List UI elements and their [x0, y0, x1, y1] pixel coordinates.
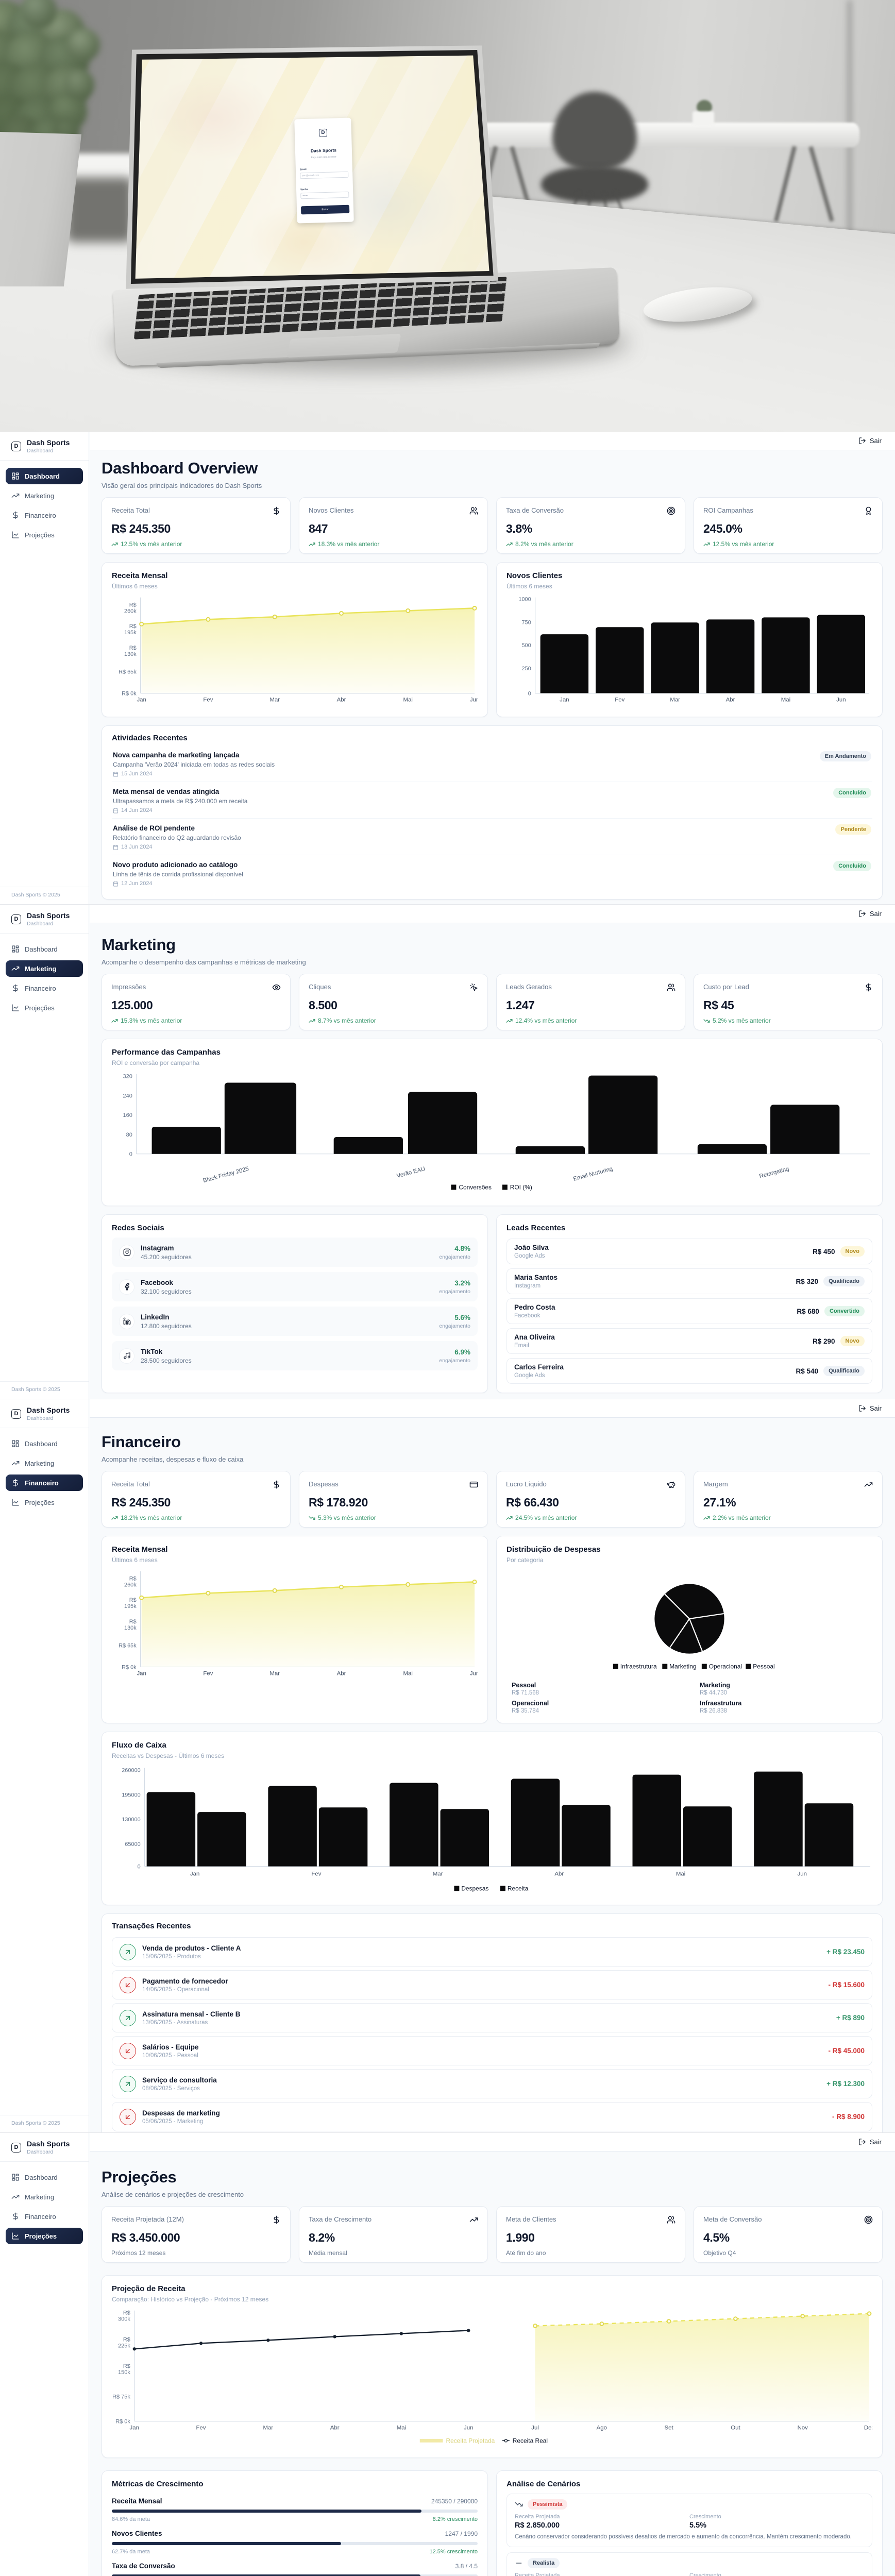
svg-text:R$: R$	[129, 1575, 137, 1582]
svg-text:R$: R$	[123, 2336, 130, 2343]
svg-text:R$: R$	[129, 602, 137, 608]
svg-text:Fev: Fev	[203, 1670, 213, 1676]
svg-text:225k: 225k	[118, 2343, 130, 2349]
svg-text:Abr: Abr	[726, 697, 735, 703]
svg-text:R$: R$	[129, 623, 137, 630]
svg-text:195000: 195000	[122, 1792, 141, 1798]
svg-text:Mai: Mai	[403, 1670, 413, 1676]
svg-text:Marketing: Marketing	[669, 1663, 696, 1670]
svg-text:Despesas: Despesas	[461, 1885, 488, 1892]
svg-text:320: 320	[123, 1074, 132, 1080]
svg-text:R$ 65k: R$ 65k	[119, 669, 137, 675]
svg-text:Pessoal: Pessoal	[753, 1663, 774, 1670]
svg-text:ROI (%): ROI (%)	[510, 1183, 532, 1191]
svg-text:Jan: Jan	[137, 1670, 146, 1676]
svg-text:Mar: Mar	[670, 697, 680, 703]
svg-text:Abr: Abr	[330, 2425, 340, 2431]
svg-text:R$: R$	[129, 645, 137, 651]
svg-text:R$: R$	[129, 1597, 137, 1603]
svg-text:Jun: Jun	[836, 697, 846, 703]
svg-text:Email Nurturing: Email Nurturing	[572, 1166, 613, 1182]
svg-text:Jun: Jun	[798, 1871, 807, 1877]
svg-text:260000: 260000	[122, 1768, 141, 1774]
svg-text:130000: 130000	[122, 1817, 141, 1823]
svg-text:Mar: Mar	[269, 697, 280, 703]
svg-text:250: 250	[521, 666, 531, 672]
svg-text:150k: 150k	[118, 2369, 130, 2376]
svg-text:R$: R$	[129, 1619, 137, 1625]
svg-text:1000: 1000	[518, 597, 531, 603]
svg-text:Infraestrutura: Infraestrutura	[620, 1663, 657, 1670]
svg-text:Jan: Jan	[130, 2425, 139, 2431]
svg-text:Receita: Receita	[508, 1885, 529, 1892]
svg-text:300k: 300k	[118, 2316, 130, 2323]
svg-text:Fev: Fev	[203, 697, 213, 703]
svg-text:Jan: Jan	[190, 1871, 199, 1877]
svg-text:Ago: Ago	[597, 2425, 607, 2431]
svg-text:Abr: Abr	[337, 697, 346, 703]
svg-text:Mar: Mar	[433, 1871, 443, 1877]
svg-text:195k: 195k	[124, 630, 137, 636]
svg-text:Operacional: Operacional	[709, 1663, 742, 1670]
svg-text:Verão EAU: Verão EAU	[396, 1166, 426, 1179]
svg-text:130k: 130k	[124, 651, 137, 657]
svg-text:Mar: Mar	[263, 2425, 274, 2431]
svg-text:Mai: Mai	[676, 1871, 685, 1877]
svg-text:R$ 0k: R$ 0k	[115, 2419, 130, 2425]
svg-text:R$ 0k: R$ 0k	[122, 1664, 137, 1670]
svg-text:R$ 75k: R$ 75k	[112, 2394, 130, 2400]
svg-text:Set: Set	[665, 2425, 674, 2431]
svg-text:Receita Real: Receita Real	[513, 2437, 548, 2444]
svg-text:Nov: Nov	[798, 2425, 808, 2431]
svg-text:Black Friday 2025: Black Friday 2025	[202, 1166, 249, 1184]
svg-text:Jun: Jun	[470, 1670, 478, 1676]
svg-text:0: 0	[138, 1864, 141, 1870]
svg-text:Jul: Jul	[531, 2425, 539, 2431]
svg-text:65000: 65000	[125, 1841, 140, 1848]
svg-text:0: 0	[129, 1151, 132, 1158]
svg-text:R$: R$	[123, 2363, 130, 2369]
svg-text:Out: Out	[731, 2425, 740, 2431]
svg-text:260k: 260k	[124, 1582, 137, 1588]
svg-text:Mai: Mai	[397, 2425, 406, 2431]
svg-text:Fev: Fev	[196, 2425, 206, 2431]
svg-text:Jun: Jun	[464, 2425, 473, 2431]
svg-text:R$ 65k: R$ 65k	[119, 1643, 137, 1649]
svg-text:Retargeting: Retargeting	[758, 1166, 789, 1180]
svg-text:130k: 130k	[124, 1625, 137, 1631]
svg-text:Jan: Jan	[560, 697, 569, 703]
svg-text:Receita Projetada: Receita Projetada	[446, 2437, 495, 2444]
svg-text:Jun: Jun	[470, 697, 478, 703]
svg-text:240: 240	[123, 1093, 132, 1099]
svg-text:0: 0	[528, 690, 531, 697]
svg-text:750: 750	[521, 619, 531, 625]
svg-text:Abr: Abr	[554, 1871, 564, 1877]
svg-text:Dez: Dez	[864, 2425, 872, 2431]
svg-text:Abr: Abr	[337, 1670, 346, 1676]
svg-text:195k: 195k	[124, 1603, 137, 1609]
svg-text:160: 160	[123, 1112, 132, 1118]
svg-text:R$ 0k: R$ 0k	[122, 690, 137, 697]
svg-text:Fev: Fev	[615, 697, 624, 703]
svg-text:80: 80	[126, 1132, 132, 1138]
svg-text:Jan: Jan	[137, 697, 146, 703]
svg-text:500: 500	[521, 642, 531, 649]
svg-text:Conversões: Conversões	[459, 1183, 492, 1191]
svg-text:Mai: Mai	[403, 697, 413, 703]
svg-text:Fev: Fev	[311, 1871, 321, 1877]
svg-text:Mai: Mai	[781, 697, 790, 703]
svg-text:Mar: Mar	[269, 1670, 280, 1676]
svg-text:R$: R$	[123, 2310, 130, 2316]
svg-text:260k: 260k	[124, 608, 137, 614]
